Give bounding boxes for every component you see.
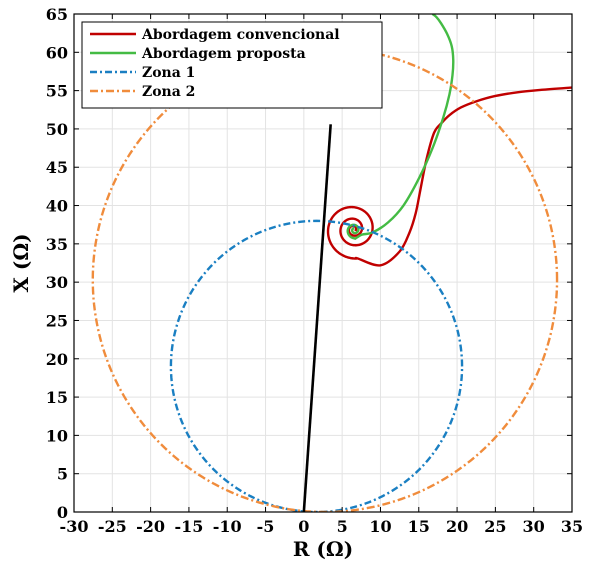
series-line-2 [346,14,455,240]
legend-label-1: Abordagem convencional [141,27,340,43]
x-tick-label: 20 [446,517,468,536]
x-tick-label: -20 [136,517,165,536]
line-impedance [302,124,332,512]
legend-box [81,21,383,109]
series-line-1 [326,86,572,267]
plot-area [91,14,572,512]
y-tick-label: 30 [46,273,68,292]
x-tick-label: 15 [408,517,430,536]
x-tick-label: 10 [369,517,391,536]
y-tick-label: 0 [57,503,68,522]
x-axis-label: R (Ω) [293,537,353,561]
legend: Abordagem convencional Abordagem proposta… [81,21,383,109]
legend-label-3: Zona 1 [142,65,195,81]
x-tick-label: 0 [298,517,309,536]
plot-frame [73,13,573,513]
x-tick-label: 30 [523,517,545,536]
y-tick-label: 40 [46,197,68,216]
y-tick-label: 65 [46,5,68,24]
legend-label-2: Abordagem proposta [141,46,306,62]
y-tick-label: 5 [57,465,68,484]
y-axis-label: X (Ω) [9,233,33,292]
x-tick-label: -15 [174,517,203,536]
series-line-3 [169,219,464,512]
x-tick-label: 25 [484,517,506,536]
x-tick-label: 35 [561,517,583,536]
y-tick-label: 10 [46,426,68,445]
y-tick-label: 45 [46,158,68,177]
x-tick-label: -5 [257,517,275,536]
x-tick-label: -25 [98,517,127,536]
x-tick-label: -10 [213,517,242,536]
legend-label-4: Zona 2 [142,84,195,100]
y-tick-label: 25 [46,311,68,330]
y-tick-label: 55 [46,82,68,101]
x-tick-label: -30 [60,517,89,536]
series-line-4 [91,46,559,512]
y-tick-label: 35 [46,235,68,254]
x-tick-label: 5 [337,517,348,536]
y-tick-label: 50 [46,120,68,139]
y-tick-label: 60 [46,43,68,62]
tick-labels: -30 -25 -20 -15 -10 -5 0 5 10 15 20 25 30 35 0 5 10 15 20 2… [46,5,583,536]
y-tick-label: 20 [46,350,68,369]
y-tick-label: 15 [46,388,68,407]
